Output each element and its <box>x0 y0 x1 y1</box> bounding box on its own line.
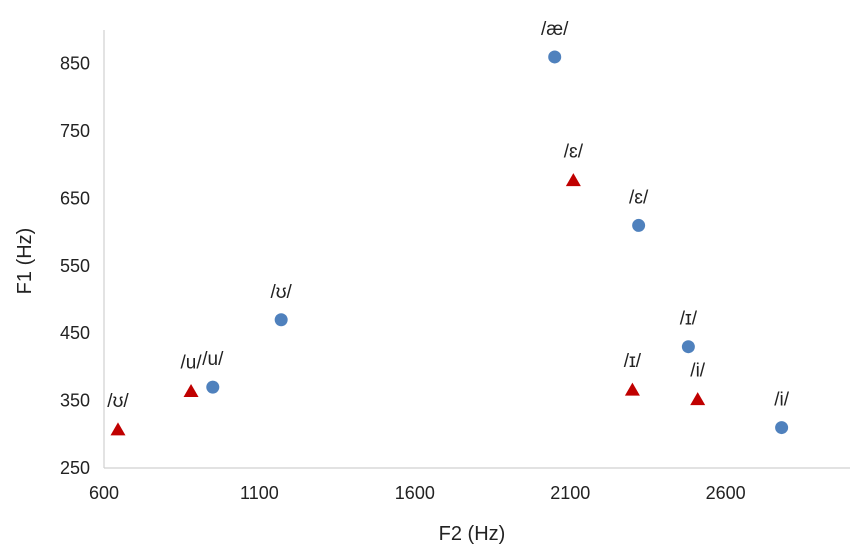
point-label: /ɪ/ <box>624 351 642 372</box>
point-label: /ɛ/ <box>564 142 584 163</box>
point-circle <box>274 313 288 327</box>
y-tick-label: 450 <box>60 323 90 343</box>
point-label: /æ/ <box>541 19 569 40</box>
point-circle <box>775 421 789 435</box>
data-points <box>110 50 789 436</box>
x-axis-title: F2 (Hz) <box>439 523 506 545</box>
x-tick-label: 2100 <box>550 483 590 503</box>
y-tick-label: 350 <box>60 391 90 411</box>
point-triangle <box>183 384 199 398</box>
tick-labels: 600 1100 1600 2100 2600 250 350 450 550 650 750 850 <box>60 54 746 503</box>
axes <box>103 30 850 469</box>
point-triangle <box>624 382 640 396</box>
y-tick-label: 250 <box>60 458 90 478</box>
point-label: /u/ <box>202 349 224 370</box>
y-tick-label: 550 <box>60 256 90 276</box>
point-circle <box>632 218 646 232</box>
y-tick-label: 750 <box>60 121 90 141</box>
point-label: /ɪ/ <box>680 309 698 330</box>
y-tick-label: 650 <box>60 188 90 208</box>
data-labels: /æ/ /ɛ/ /ʊ/ /ɪ/ /u/ /i/ /ɛ/ /u/ /ɪ/ /i/ /ʊ/ <box>107 19 789 412</box>
y-tick-label: 850 <box>60 54 90 74</box>
point-triangle <box>565 173 581 187</box>
point-label: /ʊ/ <box>270 282 292 303</box>
x-tick-label: 1600 <box>395 483 435 503</box>
x-tick-label: 1100 <box>240 483 279 503</box>
point-label: /i/ <box>690 361 706 382</box>
point-circle <box>681 340 695 354</box>
x-tick-label: 2600 <box>706 483 746 503</box>
point-label: /ɛ/ <box>629 187 649 208</box>
x-tick-label: 600 <box>89 483 119 503</box>
point-circle <box>206 380 220 394</box>
point-label: /ʊ/ <box>107 391 129 412</box>
point-triangle <box>110 422 126 436</box>
point-triangle <box>690 392 706 406</box>
point-label: /i/ <box>774 390 790 411</box>
point-circle <box>548 50 562 64</box>
point-label: /u/ <box>180 353 202 374</box>
y-axis-title: F1 (Hz) <box>14 228 36 295</box>
